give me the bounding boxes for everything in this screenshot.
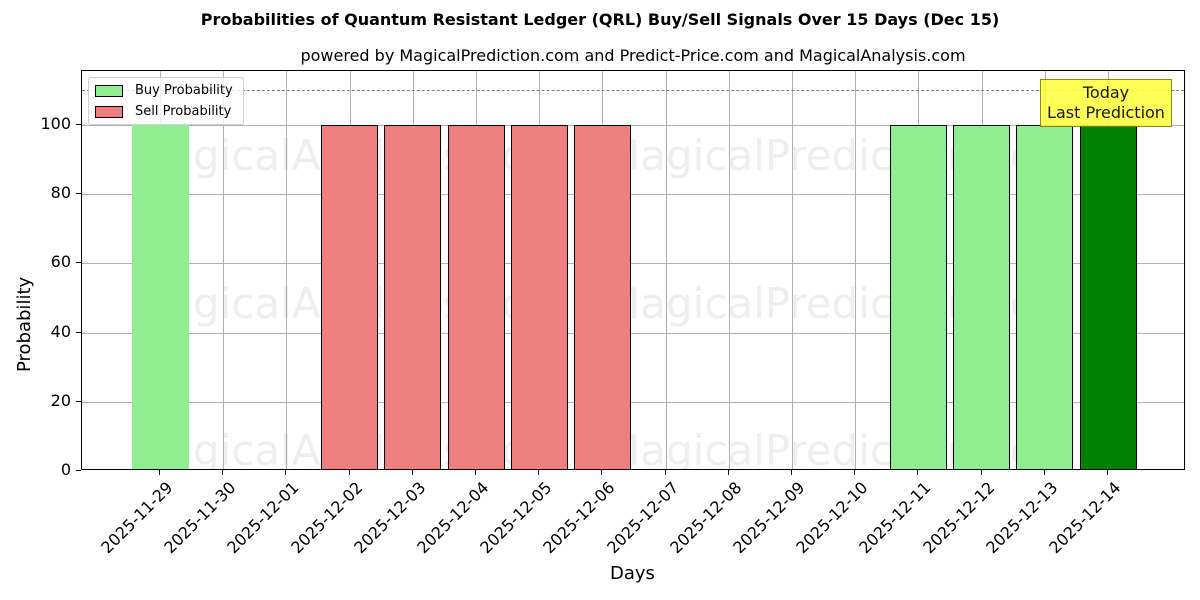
y-tick-label: 40 <box>50 321 71 341</box>
y-tick-label: 60 <box>50 252 71 272</box>
x-tick <box>1043 470 1045 475</box>
y-tick-label: 0 <box>60 460 71 479</box>
y-tick <box>76 400 81 402</box>
gridline-v <box>223 71 225 469</box>
legend-item-buy: Buy Probability <box>95 83 233 98</box>
gridline-h <box>82 194 1184 196</box>
plot-area: MagicalAnalysis.comMagicalPrediction.com… <box>81 70 1185 470</box>
x-tick <box>475 470 476 475</box>
y-tick <box>76 193 81 195</box>
legend-sell-label: Sell Probability <box>135 104 232 119</box>
sell-bar <box>510 125 568 469</box>
legend: Buy Probability Sell Probability <box>88 77 244 125</box>
annotation-line1: Today <box>1082 83 1130 102</box>
sell-swatch-icon <box>95 105 123 118</box>
chart-subtitle: powered by MagicalPrediction.com and Pre… <box>300 46 966 65</box>
sell-bar <box>573 125 631 469</box>
sell-bar <box>384 125 442 469</box>
x-tick <box>285 470 287 475</box>
buy-bar <box>953 125 1011 469</box>
y-tick-label: 80 <box>50 183 71 203</box>
x-tick <box>917 470 919 475</box>
y-tick-label: 100 <box>40 114 71 133</box>
y-axis-label: Probability <box>14 276 35 372</box>
x-tick <box>791 470 792 475</box>
x-tick <box>348 470 350 475</box>
annotation-line2: Last Prediction <box>1047 103 1165 122</box>
buy-swatch-icon <box>95 84 123 97</box>
gridline-h <box>82 332 1184 334</box>
x-tick <box>222 470 224 475</box>
y-tick <box>76 331 81 333</box>
x-tick <box>1107 470 1108 475</box>
x-tick <box>159 470 160 475</box>
x-tick <box>538 470 540 475</box>
x-tick <box>601 470 603 475</box>
buy-bar <box>1016 125 1074 469</box>
buy-bar <box>1079 125 1137 469</box>
y-tick <box>76 470 81 471</box>
legend-item-sell: Sell Probability <box>95 104 231 119</box>
x-tick <box>980 470 982 475</box>
x-tick <box>664 470 666 475</box>
y-tick <box>76 262 81 264</box>
y-tick-label: 20 <box>50 390 71 410</box>
x-tick <box>854 470 856 475</box>
gridline-h <box>82 125 1184 126</box>
gridline-h <box>82 401 1184 403</box>
gridline-h <box>82 263 1184 265</box>
sell-bar <box>447 125 505 469</box>
x-axis-label: Days <box>610 563 655 584</box>
gridline-v <box>855 71 857 469</box>
gridline-v <box>728 71 730 469</box>
x-tick <box>727 470 729 475</box>
buy-bar <box>131 125 189 469</box>
gridline-v <box>286 71 288 469</box>
buy-bar <box>889 125 947 469</box>
x-tick <box>411 470 413 475</box>
sell-bar <box>321 125 379 469</box>
legend-buy-label: Buy Probability <box>135 83 233 98</box>
chart-title: Probabilities of Quantum Resistant Ledge… <box>200 10 1000 29</box>
gridline-v <box>665 71 667 469</box>
reference-line <box>82 90 1184 92</box>
today-annotation: Today Last Prediction <box>1040 79 1172 127</box>
y-tick <box>76 124 81 125</box>
gridline-v <box>792 71 793 469</box>
